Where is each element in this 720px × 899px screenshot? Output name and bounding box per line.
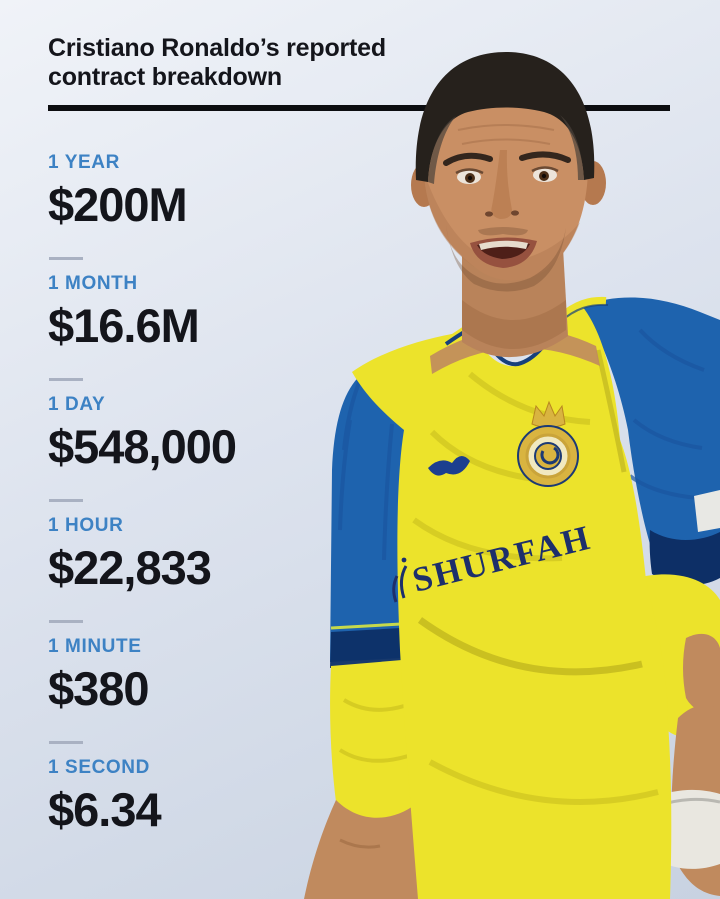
eyebrows bbox=[443, 151, 571, 166]
header: Cristiano Ronaldo’s reported contract bre… bbox=[48, 34, 688, 111]
stat-period-label: 1 HOUR bbox=[48, 515, 124, 536]
stat-amount-value: $200M bbox=[48, 178, 188, 231]
stat-amount-value: $380 bbox=[48, 662, 150, 715]
nose bbox=[485, 150, 519, 219]
right-armband-navy bbox=[649, 530, 720, 586]
eyes bbox=[455, 166, 559, 184]
stat-period-label: 1 MINUTE bbox=[48, 636, 142, 657]
page-title-line2: contract breakdown bbox=[48, 63, 282, 91]
stat-row: 1 HOUR $22,833 bbox=[48, 515, 388, 636]
collar-seam bbox=[444, 303, 585, 367]
brand-logo bbox=[428, 455, 470, 476]
face bbox=[424, 88, 589, 281]
stat-amount-value: $22,833 bbox=[48, 541, 212, 594]
stat-amount-value: $6.34 bbox=[48, 783, 162, 836]
stat-divider bbox=[49, 620, 83, 623]
page-title-line1: Cristiano Ronaldo’s reported bbox=[48, 34, 386, 62]
stat-period-label: 1 DAY bbox=[48, 394, 106, 415]
stat-row: 1 DAY $548,000 bbox=[48, 394, 388, 515]
sponsor-wordmark: SHURFAH bbox=[392, 518, 596, 603]
stat-period-label: 1 SECOND bbox=[48, 757, 150, 778]
stat-divider bbox=[49, 257, 83, 260]
left-ear bbox=[411, 163, 437, 207]
right-armband-white bbox=[694, 490, 720, 532]
stat-row: 1 MONTH $16.6M bbox=[48, 273, 388, 394]
mouth bbox=[470, 227, 537, 268]
stat-row: 1 SECOND $6.34 bbox=[48, 757, 388, 878]
stat-divider bbox=[49, 378, 83, 381]
right-forearm bbox=[671, 704, 720, 896]
stat-divider bbox=[49, 499, 83, 502]
stat-divider bbox=[49, 741, 83, 744]
contract-breakdown-list: 1 YEAR $200M 1 MONTH $16.6M 1 DAY $548,0… bbox=[48, 152, 388, 878]
stubble bbox=[446, 225, 566, 292]
jersey-torso bbox=[352, 306, 672, 899]
wristband bbox=[653, 789, 720, 869]
right-sleeve bbox=[582, 297, 720, 573]
stat-period-label: 1 YEAR bbox=[48, 152, 120, 173]
neck bbox=[462, 230, 568, 358]
club-crest bbox=[517, 400, 579, 487]
sponsor-text: SHURFAH bbox=[409, 518, 596, 600]
stat-period-label: 1 MONTH bbox=[48, 273, 138, 294]
right-arm-sleeve bbox=[636, 574, 720, 738]
stat-row: 1 MINUTE $380 bbox=[48, 636, 388, 757]
page-title: Cristiano Ronaldo’s reported contract bre… bbox=[48, 34, 688, 92]
stat-amount-value: $548,000 bbox=[48, 420, 237, 473]
right-ear bbox=[580, 161, 606, 205]
stat-row: 1 YEAR $200M bbox=[48, 152, 388, 273]
title-underline bbox=[48, 105, 670, 111]
stat-amount-value: $16.6M bbox=[48, 299, 200, 352]
